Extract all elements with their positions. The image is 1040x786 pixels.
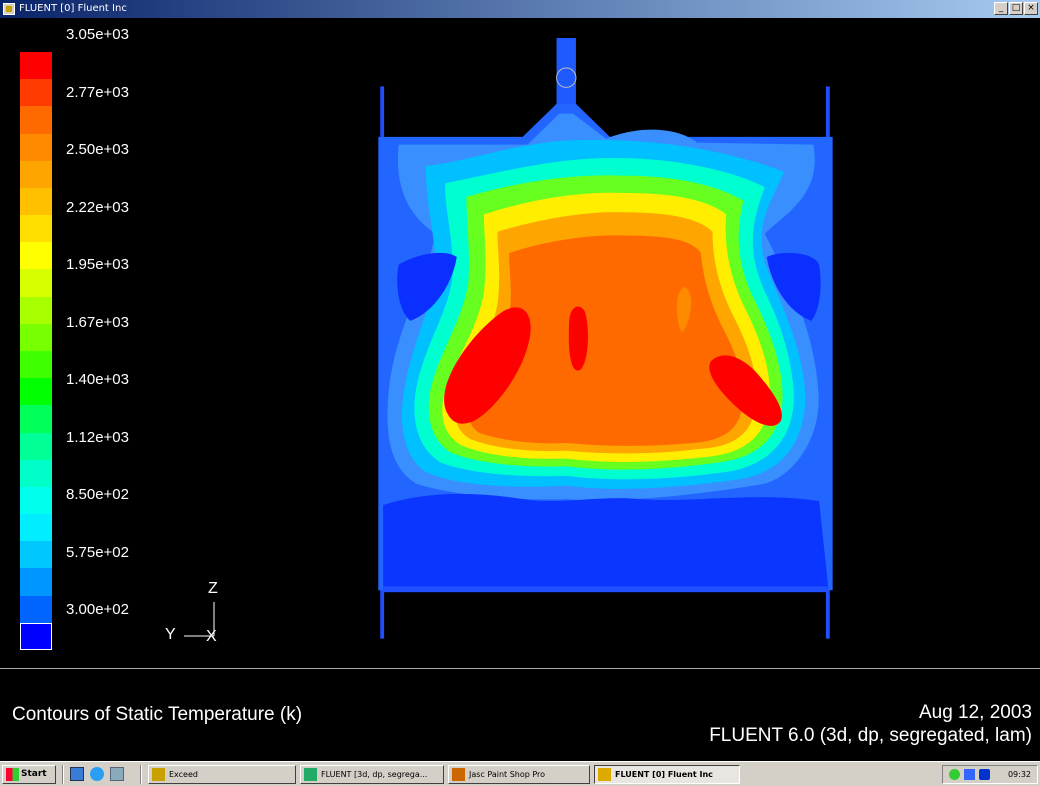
- graphics-window[interactable]: 3.05e+03 2.77e+03 2.50e+03 2.22e+03 1.95e+03…: [0, 18, 1040, 668]
- start-button[interactable]: Start: [2, 765, 56, 784]
- axis-z-label: Z: [208, 580, 218, 597]
- colorbar-swatch: [20, 52, 52, 80]
- task-app-icon: [452, 768, 465, 781]
- internet-explorer-icon[interactable]: [90, 767, 104, 781]
- colorbar-swatch: [20, 269, 52, 298]
- colorbar-swatch: [20, 541, 52, 569]
- colorbar-swatch: [20, 514, 52, 542]
- colorbar-swatch: [20, 622, 52, 651]
- start-label: Start: [21, 769, 47, 779]
- colorbar-swatch: [20, 459, 52, 488]
- volume-icon[interactable]: [964, 769, 975, 780]
- colorbar-swatch: [20, 405, 52, 434]
- close-button[interactable]: ×: [1024, 2, 1038, 15]
- colorbar-swatch: [20, 486, 52, 515]
- colorbar-swatch: [20, 432, 52, 461]
- colorbar-swatch: [20, 378, 52, 406]
- colorbar-swatch: [20, 133, 52, 162]
- window-title: FLUENT [0] Fluent Inc: [19, 3, 127, 14]
- outlook-express-icon[interactable]: [110, 767, 124, 781]
- clock: 09:32: [1007, 770, 1031, 779]
- colorbar: [20, 52, 52, 651]
- colorbar-swatch: [20, 187, 52, 216]
- colorbar-swatch: [20, 242, 52, 270]
- colorbar-swatch: [20, 160, 52, 189]
- colorbar-label: 2.77e+03: [66, 83, 129, 101]
- task-app-icon: [152, 768, 165, 781]
- axis-x-label: X: [206, 628, 217, 645]
- colorbar-label: 5.75e+02: [66, 543, 129, 561]
- axes-triad-lines: [184, 602, 215, 637]
- info-separator: [0, 668, 1040, 669]
- axis-y-label: Y: [165, 626, 176, 643]
- colorbar-label: 2.22e+03: [66, 198, 129, 216]
- colorbar-label: 1.40e+03: [66, 371, 129, 388]
- task-label: Exceed: [169, 770, 198, 779]
- colorbar-swatch: [20, 79, 52, 107]
- axes-triad: Z Y X: [160, 578, 230, 648]
- task-app-icon: [598, 768, 611, 781]
- colorbar-label: 8.50e+02: [66, 486, 129, 503]
- colorbar-label: 1.12e+03: [66, 428, 129, 446]
- windows-logo-icon: [6, 768, 19, 781]
- colorbar-swatch: [20, 296, 52, 325]
- colorbar-swatch: [20, 323, 52, 352]
- colorbar-label: 2.50e+03: [66, 141, 129, 158]
- taskbar-task-button[interactable]: FLUENT [3d, dp, segrega...: [300, 765, 444, 784]
- task-label: FLUENT [3d, dp, segrega...: [321, 770, 428, 779]
- plot-title: Contours of Static Temperature (k): [12, 704, 303, 725]
- colorbar-label: 3.05e+03: [66, 26, 129, 43]
- colorbar-swatch: [20, 568, 52, 597]
- colorbar-swatch: [20, 595, 52, 624]
- minimize-button[interactable]: _: [994, 2, 1008, 15]
- solver-version: FLUENT 6.0 (3d, dp, segregated, lam): [709, 725, 1032, 746]
- show-desktop-icon[interactable]: [70, 767, 84, 781]
- temperature-contour-plot[interactable]: [340, 38, 870, 658]
- colorbar-label: 3.00e+02: [66, 601, 129, 618]
- taskbar-divider: [62, 765, 64, 784]
- colorbar-swatch: [20, 106, 52, 135]
- taskbar-task-button[interactable]: FLUENT [0] Fluent Inc: [594, 765, 740, 784]
- task-label: Jasc Paint Shop Pro: [469, 770, 546, 779]
- network-icon[interactable]: [949, 769, 960, 780]
- taskbar: Start Exceed FLUENT [3d, dp, segrega... Ja…: [0, 761, 1040, 786]
- plot-info-panel: Contours of Static Temperature (k) Aug 1…: [0, 669, 1040, 761]
- taskbar-task-button[interactable]: Exceed: [148, 765, 296, 784]
- window-title-bar[interactable]: FLUENT [0] Fluent Inc _ □ ×: [0, 0, 1040, 18]
- colorbar-swatch: [20, 215, 52, 243]
- colorbar-swatch: [20, 351, 52, 379]
- colorbar-label: 1.95e+03: [66, 256, 129, 273]
- fluent-app-icon: [3, 3, 15, 15]
- task-label: FLUENT [0] Fluent Inc: [615, 770, 713, 779]
- security-icon[interactable]: [979, 769, 990, 780]
- colorbar-label: 1.67e+03: [66, 313, 129, 331]
- taskbar-divider: [140, 765, 142, 784]
- taskbar-task-button[interactable]: Jasc Paint Shop Pro: [448, 765, 590, 784]
- system-tray: 09:32: [942, 765, 1038, 784]
- task-app-icon: [304, 768, 317, 781]
- plot-date: Aug 12, 2003: [918, 702, 1032, 723]
- maximize-button[interactable]: □: [1009, 2, 1023, 15]
